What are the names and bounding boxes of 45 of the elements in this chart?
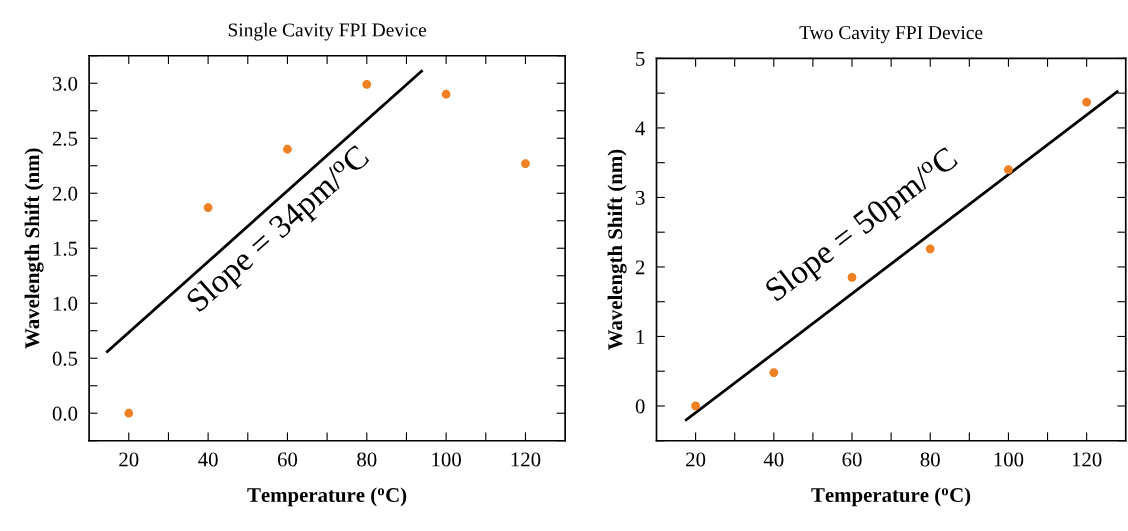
x-tick-label: 20	[686, 452, 706, 467]
y-axis-title: Wavelength Shift (nm)	[24, 148, 44, 349]
point	[1082, 97, 1092, 107]
y-tick-label: 1	[636, 329, 645, 344]
annotation: Slope = 34pm/$^{o}$C	[184, 143, 375, 318]
y-tick-label: 4	[635, 121, 646, 136]
chart-title: Single Cavity FPI Device	[228, 22, 427, 41]
y-tick-label: 0.0	[52, 406, 78, 421]
point	[769, 368, 779, 377]
point	[1004, 165, 1013, 175]
x-axis-title: Temperature ($^{o}$C)	[811, 487, 971, 507]
y-tick-label: 2.0	[52, 186, 78, 201]
y-tick-label: 0	[635, 399, 645, 414]
x-axis-title: Temperature ($^{o}$C)	[247, 487, 407, 507]
x-tick-label: 100	[432, 452, 461, 467]
point	[441, 89, 451, 99]
x-tick-label: 80	[920, 452, 940, 467]
x-tick-label: 100	[994, 452, 1024, 467]
y-tick-label: 0.5	[52, 351, 78, 366]
y-axis-title: Wavelength Shift (nm)	[607, 149, 627, 350]
annotation: Slope = 50pm/$^{o}$C	[763, 145, 963, 308]
point	[521, 159, 530, 168]
point	[124, 408, 134, 418]
y-tick-label: 3	[635, 190, 645, 205]
point	[925, 244, 935, 254]
y-tick-label: 2	[635, 260, 645, 275]
x-tick-label: 80	[357, 452, 377, 467]
y-tick-label: 2.5	[52, 131, 78, 146]
point	[691, 401, 700, 411]
x-tick-label: 60	[277, 452, 298, 467]
point	[203, 203, 213, 212]
chart-title: Two Cavity FPI Device	[799, 26, 983, 44]
x-tick-label: 60	[842, 452, 862, 467]
x-tick-label: 120	[511, 452, 541, 467]
y-tick-label: 1.5	[53, 241, 78, 256]
x-tick-label: 120	[1072, 452, 1102, 467]
point	[847, 272, 857, 282]
y-tick-label: 1.0	[53, 296, 78, 311]
y-tick-label: 5	[636, 52, 645, 66]
x-tick-label: 40	[763, 452, 784, 467]
y-tick-label: 3.0	[52, 76, 78, 91]
x-tick-label: 40	[198, 452, 218, 467]
point	[362, 79, 372, 89]
point	[283, 144, 292, 154]
x-tick-label: 20	[119, 452, 139, 467]
